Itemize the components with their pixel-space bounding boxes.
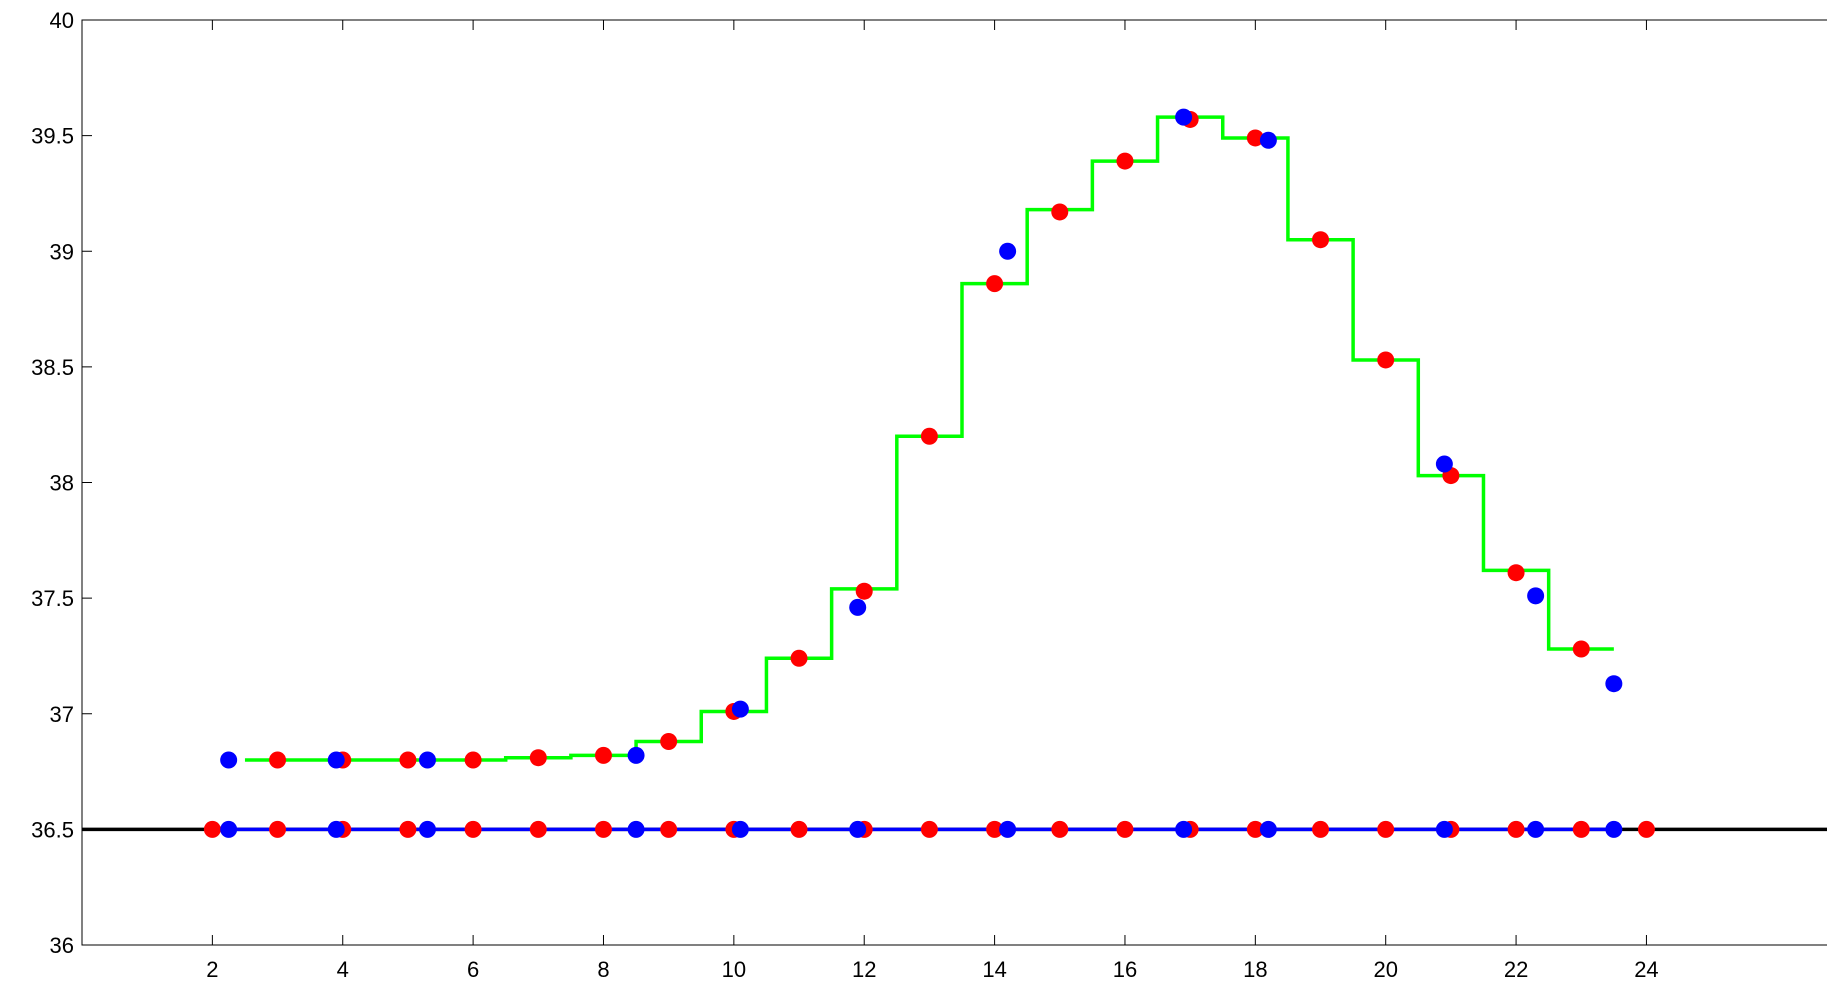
data-point [1637,820,1655,838]
data-point [1175,108,1193,126]
data-point [790,649,808,667]
y-tick-label: 38.5 [31,355,74,380]
data-point [1246,129,1264,147]
data-point [731,820,749,838]
data-point [1051,820,1069,838]
y-tick-label: 40 [50,8,74,33]
plot-frame [81,19,1827,946]
data-point [627,746,645,764]
data-point [1527,587,1545,605]
y-tick-label: 39 [50,239,74,264]
data-point [986,275,1004,293]
data-point [1435,820,1453,838]
data-point [790,820,808,838]
data-point [1259,820,1277,838]
data-point [1312,231,1330,249]
data-point [269,751,287,769]
data-point [594,820,612,838]
y-tick-label: 37.5 [31,586,74,611]
x-tick-label: 12 [852,957,876,981]
data-point [1527,820,1545,838]
data-point [627,820,645,838]
data-point [327,751,345,769]
data-point [220,751,238,769]
axis-tick-labels: 2 4 6 8 10 12 14 16 18 20 22 243636.53737.53838.539… [31,8,1659,981]
data-point [529,749,547,767]
data-point [849,598,867,616]
data-point [986,820,1004,838]
data-point [1175,820,1193,838]
data-point [1435,455,1453,473]
data-point [1605,820,1623,838]
data-point [418,751,436,769]
data-point [1377,820,1395,838]
data-point [999,820,1017,838]
x-tick-label: 10 [722,957,746,981]
x-tick-label: 4 [337,957,349,981]
data-point [1116,152,1134,170]
data-point [1259,131,1277,149]
x-tick-label: 14 [982,957,1006,981]
data-point [1572,640,1590,658]
series-points [203,108,1655,838]
x-tick-label: 2 [206,957,218,981]
data-point [1605,675,1623,693]
y-tick-label: 36 [50,933,74,958]
y-tick-label: 38 [50,471,74,496]
y-tick-label: 36.5 [31,817,74,842]
data-point [399,820,417,838]
data-point [660,733,678,750]
data-point [1051,203,1069,221]
data-point [464,820,482,838]
y-tick-label: 37 [50,702,74,727]
data-point [220,820,238,838]
data-point [1377,351,1395,369]
x-tick-label: 24 [1634,957,1658,981]
x-tick-label: 20 [1373,957,1397,981]
data-point [399,751,417,769]
x-tick-label: 22 [1504,957,1528,981]
data-point [1246,820,1264,838]
data-point [731,700,749,718]
data-point [327,820,345,838]
data-point [999,242,1017,260]
plot-background [82,20,1827,945]
data-point [269,820,287,838]
x-tick-label: 18 [1243,957,1267,981]
data-point [1507,820,1525,838]
data-point [660,820,678,838]
data-point [849,820,867,838]
data-point [203,820,221,838]
data-point [1572,820,1590,838]
data-point [1312,820,1330,838]
data-point [1116,820,1134,838]
x-tick-label: 16 [1113,957,1137,981]
data-point [594,746,612,764]
x-tick-label: 8 [597,957,609,981]
data-point [920,820,938,838]
data-point [855,582,873,600]
data-point [464,751,482,769]
data-point [418,820,436,838]
data-point [920,427,938,445]
step-line [244,115,1614,762]
y-tick-label: 39.5 [31,124,74,149]
data-point [1507,564,1525,582]
data-point [529,820,547,838]
x-tick-label: 6 [467,957,479,981]
